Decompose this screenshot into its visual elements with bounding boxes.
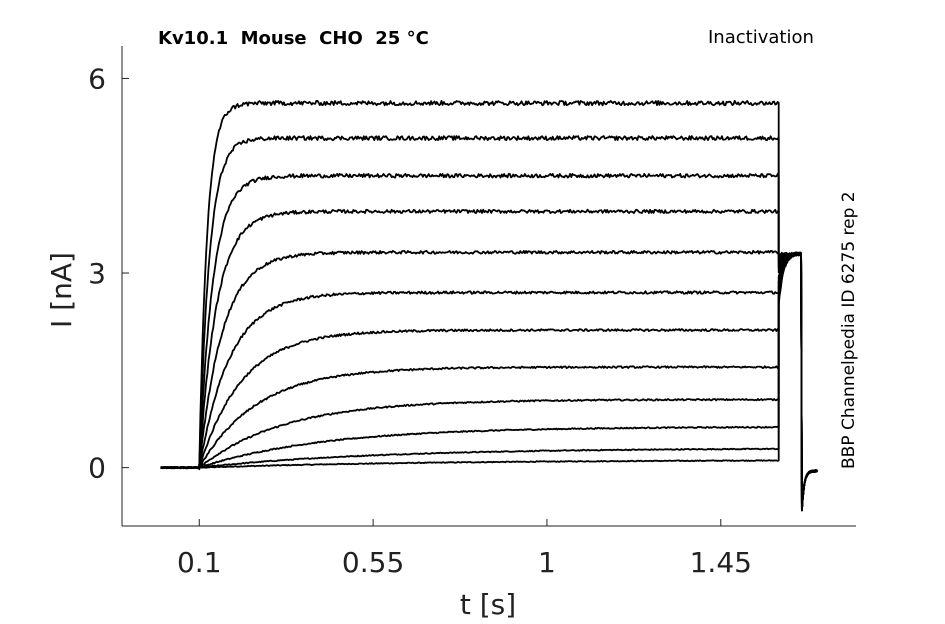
y-tick-label: 3 <box>88 257 106 290</box>
current-trace <box>160 251 818 512</box>
x-tick-label: 1.45 <box>690 546 752 579</box>
axes <box>121 46 856 527</box>
ticks: 0.1 0.55 1 1.45 0 3 6 <box>88 62 752 579</box>
current-trace <box>160 208 818 512</box>
current-trace <box>160 252 818 511</box>
current-trace <box>160 251 819 511</box>
chart-title: Kv10.1 Mouse CHO 25 °C <box>158 28 429 49</box>
current-trace <box>160 173 818 512</box>
x-axis-label: t [s] <box>460 588 516 621</box>
current-traces <box>160 100 819 512</box>
current-trace <box>160 135 819 511</box>
x-tick-label: 0.1 <box>177 546 222 579</box>
current-trace <box>160 252 818 511</box>
current-trace <box>160 252 818 511</box>
y-tick-label: 6 <box>88 62 106 95</box>
current-trace <box>160 252 818 511</box>
y-axis-label: I [nA] <box>45 252 78 328</box>
current-trace <box>160 249 818 512</box>
current-trace <box>160 100 819 511</box>
x-tick-label: 0.55 <box>342 546 404 579</box>
x-tick-label: 1 <box>538 546 556 579</box>
chart-subtitle: Inactivation <box>708 27 814 48</box>
current-trace <box>160 252 819 511</box>
y-tick-label: 0 <box>88 452 106 485</box>
